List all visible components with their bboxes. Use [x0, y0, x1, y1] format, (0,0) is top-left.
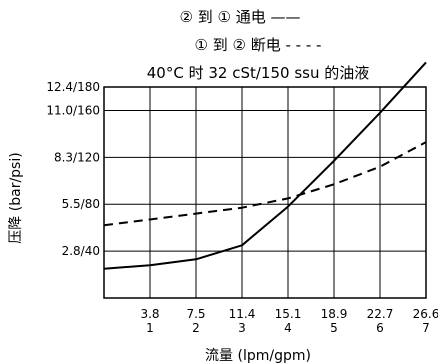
- y-axis-label: 压降 (bar/psi): [8, 152, 24, 243]
- x-tick-label-gpm: 5: [330, 321, 338, 335]
- x-tick-label-gpm: 7: [422, 321, 430, 335]
- y-tick-label: 11.0/160: [46, 103, 100, 117]
- series-line-2to1: [103, 61, 427, 270]
- y-tick-label: 8.3/120: [54, 150, 100, 164]
- plot-frame: [103, 86, 427, 299]
- x-tick-label-gpm: 2: [192, 321, 200, 335]
- series-line-1to2: [103, 141, 427, 227]
- x-tick-label-gpm: 4: [284, 321, 292, 335]
- x-tick-label-lpm: 7.5: [186, 307, 205, 321]
- y-tick-label: 5.5/80: [62, 197, 100, 211]
- legend-entry-2to1-energized: ② 到 ① 通电 ——: [180, 8, 301, 26]
- x-tick-label-gpm: 6: [376, 321, 384, 335]
- x-tick-label-lpm: 22.7: [367, 307, 394, 321]
- x-tick-label-lpm: 15.1: [275, 307, 302, 321]
- legend-entry-1to2-deenergized: ① 到 ② 断电 - - - -: [195, 36, 322, 54]
- chart-title: 40°C 时 32 cSt/150 ssu 的油液: [147, 64, 369, 82]
- y-tick-label: 12.4/180: [46, 80, 100, 94]
- x-tick-label-lpm: 26.6: [413, 307, 438, 321]
- x-tick-label-lpm: 18.9: [321, 307, 348, 321]
- x-tick-label-lpm: 3.8: [140, 307, 159, 321]
- x-tick-label-gpm: 1: [146, 321, 154, 335]
- x-axis-label: 流量 (lpm/gpm): [205, 348, 311, 364]
- x-tick-label-lpm: 11.4: [229, 307, 256, 321]
- y-tick-label: 2.8/40: [62, 244, 100, 258]
- x-tick-label-gpm: 3: [238, 321, 246, 335]
